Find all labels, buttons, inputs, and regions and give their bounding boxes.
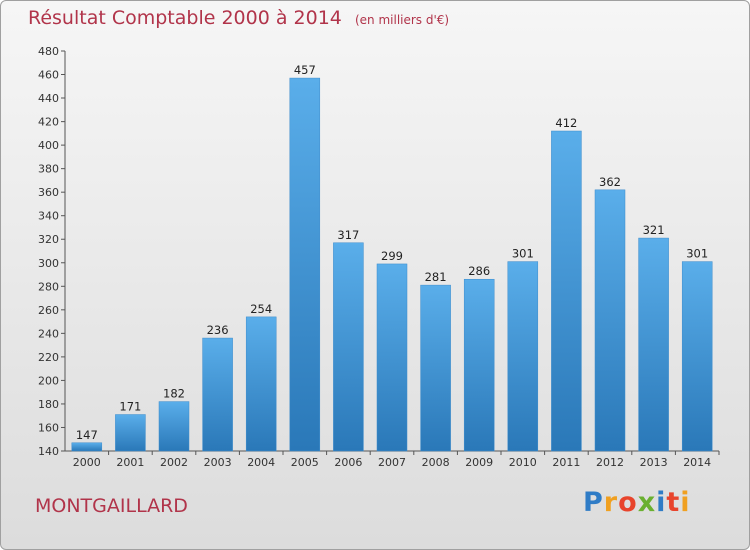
x-tick-label: 2010 [509, 456, 537, 469]
y-tick-label: 380 [38, 163, 59, 176]
logo-letter: i [656, 487, 667, 518]
y-tick-label: 240 [38, 327, 59, 340]
bar-2000 [71, 442, 103, 452]
bar-2012 [594, 189, 626, 452]
bar-2002 [158, 401, 190, 452]
bar-2009 [463, 278, 495, 452]
y-tick-label: 140 [38, 445, 59, 458]
data-label-2005: 457 [294, 63, 316, 77]
y-tick-label: 320 [38, 233, 59, 246]
y-tick-label: 300 [38, 257, 59, 270]
x-tick-label: 2007 [378, 456, 406, 469]
x-tick-label: 2001 [116, 456, 144, 469]
x-tick-label: 2006 [334, 456, 362, 469]
x-tick-label: 2004 [247, 456, 275, 469]
logo-letter: P [583, 487, 604, 518]
y-tick-label: 340 [38, 210, 59, 223]
x-tick-label: 2002 [160, 456, 188, 469]
logo-letter: x [637, 487, 657, 518]
y-tick-label: 480 [38, 45, 59, 58]
y-tick-label: 460 [38, 69, 59, 82]
logo-letter: t [666, 487, 681, 518]
y-tick-label: 200 [38, 374, 59, 387]
bar-2014 [681, 261, 713, 452]
bar-2011 [551, 130, 582, 452]
logo-letter: r [603, 487, 619, 518]
x-tick-label: 2005 [291, 456, 319, 469]
bar-2013 [638, 237, 669, 452]
x-tick-label: 2009 [465, 456, 493, 469]
y-tick-label: 440 [38, 92, 59, 105]
y-tick-label: 280 [38, 280, 59, 293]
data-label-2010: 301 [512, 247, 534, 261]
data-label-2011: 412 [555, 116, 577, 130]
logo-letter: o [618, 487, 638, 518]
bars [71, 77, 713, 452]
y-tick-label: 220 [38, 351, 59, 364]
data-label-2012: 362 [599, 175, 621, 189]
bar-2008 [420, 284, 451, 452]
bar-2010 [507, 261, 539, 452]
data-label-2004: 254 [250, 302, 272, 316]
data-labels: 147 171 182 236 254 457 317 299 281 286 301 412 362 3… [76, 63, 708, 442]
data-label-2008: 281 [425, 270, 447, 284]
x-tick-label: 2014 [683, 456, 711, 469]
data-label-2013: 321 [643, 223, 665, 237]
bar-2001 [115, 414, 146, 452]
x-tick-label: 2003 [204, 456, 232, 469]
x-tick-label: 2000 [73, 456, 101, 469]
logo-letter: i [680, 487, 691, 518]
y-tick-label: 360 [38, 186, 59, 199]
proxiti-logo: Proxiti [583, 487, 691, 518]
bar-2004 [245, 316, 277, 452]
data-label-2003: 236 [207, 323, 229, 337]
data-label-2006: 317 [337, 228, 359, 242]
bar-2007 [376, 263, 408, 452]
data-label-2007: 299 [381, 249, 403, 263]
data-label-2002: 182 [163, 387, 185, 401]
y-tick-label: 420 [38, 116, 59, 129]
y-tick-label: 180 [38, 398, 59, 411]
chart-unit: (en milliers d'€) [354, 13, 450, 27]
x-tick-label: 2011 [552, 456, 580, 469]
bar-2006 [333, 242, 364, 452]
x-tick-label: 2008 [422, 456, 450, 469]
data-label-2009: 286 [468, 264, 490, 278]
data-label-2014: 301 [686, 247, 708, 261]
data-label-2000: 147 [76, 428, 98, 442]
bar-2003 [202, 337, 233, 452]
chart-title: Résultat Comptable 2000 à 2014 (en milli… [28, 7, 449, 29]
x-tick-label: 2012 [596, 456, 624, 469]
y-tick-label: 400 [38, 139, 59, 152]
x-tick-label: 2013 [640, 456, 668, 469]
chart-title-text: Résultat Comptable 2000 à 2014 [28, 7, 342, 29]
commune-name: MONTGAILLARD [35, 495, 188, 517]
y-tick-label: 160 [38, 421, 59, 434]
data-label-2001: 171 [119, 400, 141, 414]
y-tick-label: 260 [38, 304, 59, 317]
bar-2005 [289, 77, 321, 452]
